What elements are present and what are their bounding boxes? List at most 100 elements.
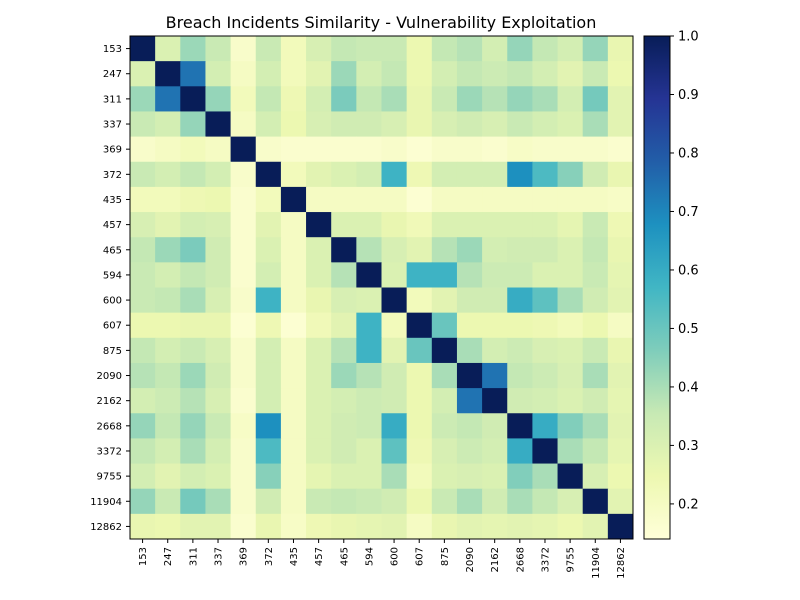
heatmap-cell — [306, 337, 332, 364]
heatmap-cell — [356, 488, 382, 515]
x-tick-label: 2162 — [490, 547, 501, 572]
heatmap-cell — [280, 262, 307, 288]
heatmap-cell — [532, 488, 559, 515]
y-tick-label: 9755 — [97, 472, 122, 483]
heatmap-cell — [532, 61, 559, 87]
heatmap-cell — [130, 287, 156, 314]
heatmap-cell — [532, 36, 559, 62]
heatmap-cell — [507, 237, 533, 263]
heatmap-cell — [230, 111, 257, 138]
heatmap-cell — [507, 186, 533, 213]
heatmap-cell — [381, 161, 408, 188]
heatmap-cell — [255, 36, 282, 62]
heatmap-cell — [482, 36, 508, 62]
heatmap-cell — [381, 337, 408, 364]
heatmap-cell — [230, 362, 257, 389]
y-tick-label: 2090 — [97, 371, 122, 382]
heatmap-cell — [130, 161, 156, 188]
heatmap-cell — [456, 413, 483, 439]
x-tick-label: 600 — [390, 547, 401, 566]
heatmap-cell — [255, 463, 282, 490]
heatmap-cell — [255, 61, 282, 87]
heatmap-cell — [456, 111, 483, 138]
heatmap-cell — [431, 488, 458, 515]
heatmap-cell — [406, 488, 433, 515]
heatmap-cell — [557, 388, 584, 414]
heatmap-cell — [406, 337, 433, 364]
heatmap-cell — [280, 413, 307, 439]
x-tick-label: 369 — [239, 547, 250, 566]
heatmap-cell — [205, 86, 232, 112]
heatmap-cell — [230, 463, 257, 490]
heatmap-cell — [456, 488, 483, 515]
heatmap-cell — [255, 312, 282, 339]
heatmap-cell — [507, 212, 533, 238]
heatmap-cell — [331, 488, 357, 515]
heatmap-cell — [482, 337, 508, 364]
heatmap-cell — [607, 312, 634, 339]
heatmap-cell — [456, 312, 483, 339]
heatmap-cell — [507, 111, 533, 138]
heatmap-cell — [482, 488, 508, 515]
heatmap-cell — [381, 463, 408, 490]
heatmap-cell — [155, 388, 181, 414]
heatmap-cell — [532, 111, 559, 138]
heatmap-cell — [456, 86, 483, 112]
heatmap-cell — [255, 388, 282, 414]
heatmap-cell — [180, 212, 206, 238]
heatmap-cell — [130, 61, 156, 87]
heatmap-cell — [507, 161, 533, 188]
heatmap-cell — [507, 513, 533, 540]
heatmap-cell — [456, 161, 483, 188]
heatmap-cell — [431, 262, 458, 288]
heatmap-cell — [431, 463, 458, 490]
heatmap-cell — [280, 287, 307, 314]
heatmap-cell — [331, 186, 357, 213]
heatmap-cell — [607, 463, 634, 490]
y-tick-label: 2668 — [97, 421, 122, 432]
heatmap-cell — [331, 136, 357, 163]
heatmap-cell — [331, 61, 357, 87]
heatmap-cell — [456, 36, 483, 62]
heatmap-cell — [356, 61, 382, 87]
heatmap-cell — [155, 287, 181, 314]
heatmap-cell — [230, 136, 257, 163]
heatmap-cell — [356, 413, 382, 439]
heatmap-cell — [180, 186, 206, 213]
heatmap-cell — [406, 287, 433, 314]
heatmap-cell — [456, 438, 483, 465]
heatmap-cell — [205, 463, 232, 490]
heatmap-cell — [582, 161, 609, 188]
heatmap-cell — [180, 111, 206, 138]
heatmap-cell — [180, 161, 206, 188]
heatmap-cell — [155, 36, 181, 62]
heatmap-cell — [532, 186, 559, 213]
x-tick-label: 3372 — [540, 547, 551, 572]
heatmap-cell — [130, 463, 156, 490]
heatmap-cell — [557, 287, 584, 314]
heatmap-cell — [356, 463, 382, 490]
heatmap-cell — [456, 388, 483, 414]
heatmap-cell — [180, 61, 206, 87]
heatmap-cell — [331, 413, 357, 439]
heatmap-cell — [205, 262, 232, 288]
heatmap-cell — [456, 463, 483, 490]
x-tick-label: 594 — [364, 547, 375, 566]
heatmap-cell — [356, 362, 382, 389]
heatmap-cell — [482, 513, 508, 540]
heatmap-cell — [381, 186, 408, 213]
heatmap-cell — [155, 337, 181, 364]
heatmap-cell — [507, 262, 533, 288]
x-tick-label: 311 — [188, 547, 199, 566]
heatmap-cell — [431, 237, 458, 263]
heatmap-cell — [582, 413, 609, 439]
heatmap-cell — [381, 362, 408, 389]
heatmap-cell — [230, 212, 257, 238]
heatmap-cell — [456, 237, 483, 263]
heatmap-cell — [431, 36, 458, 62]
heatmap-cell — [306, 262, 332, 288]
heatmap-cell — [356, 337, 382, 364]
heatmap-cell — [356, 312, 382, 339]
heatmap-cell — [431, 86, 458, 112]
